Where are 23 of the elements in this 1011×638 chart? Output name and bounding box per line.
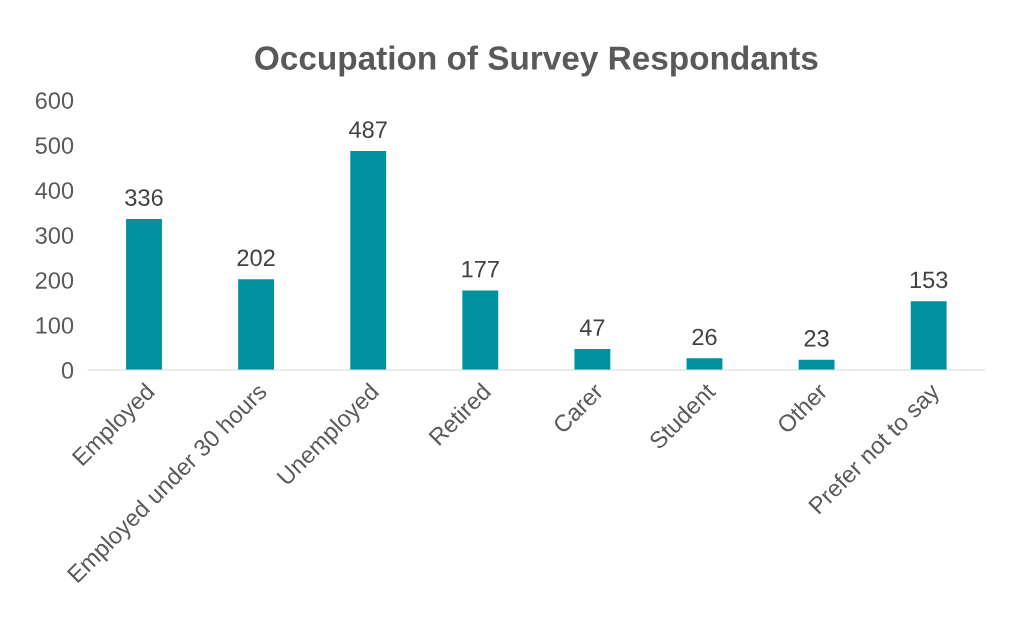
bar xyxy=(574,348,611,371)
data-label: 336 xyxy=(125,189,163,206)
y-tick-label: 300 xyxy=(35,227,74,244)
bar xyxy=(910,301,947,371)
data-label: 202 xyxy=(237,249,275,267)
data-label: 47 xyxy=(579,319,605,336)
bar xyxy=(126,218,162,371)
data-label: 177 xyxy=(462,260,499,278)
y-tick-label: 400 xyxy=(35,182,74,199)
data-label: 487 xyxy=(349,121,387,138)
bar xyxy=(238,279,275,371)
bar xyxy=(462,290,499,371)
data-label: 26 xyxy=(692,328,717,346)
data-label: 153 xyxy=(910,271,948,289)
bar xyxy=(350,150,387,371)
chart-title: Occupation of Survey Respondants xyxy=(255,45,818,77)
y-tick-label: 100 xyxy=(36,317,74,334)
y-tick-label: 500 xyxy=(35,137,74,154)
bar xyxy=(686,358,723,371)
y-tick-label: 0 xyxy=(61,362,74,379)
y-tick-label: 600 xyxy=(35,92,74,109)
y-tick-label: 200 xyxy=(35,272,74,289)
data-label: 23 xyxy=(804,329,829,347)
